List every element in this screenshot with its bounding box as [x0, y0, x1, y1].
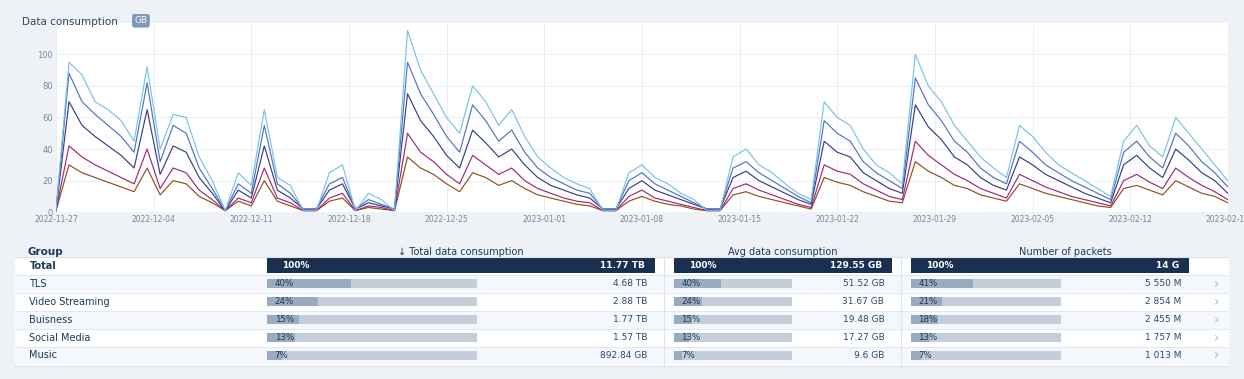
Text: 40%: 40%: [275, 279, 294, 288]
Text: 15%: 15%: [682, 315, 700, 324]
Text: 7%: 7%: [682, 351, 695, 360]
Text: 100%: 100%: [282, 261, 310, 270]
FancyBboxPatch shape: [267, 333, 295, 342]
Text: Social Media: Social Media: [30, 332, 91, 343]
Text: ›: ›: [1214, 330, 1219, 345]
Text: 13%: 13%: [918, 333, 938, 342]
Text: 2.88 TB: 2.88 TB: [613, 297, 647, 306]
Text: GB: GB: [134, 16, 148, 25]
FancyBboxPatch shape: [674, 279, 791, 288]
FancyBboxPatch shape: [911, 258, 1189, 273]
Text: ›: ›: [1214, 313, 1219, 327]
Text: Data consumption: Data consumption: [22, 17, 118, 27]
Text: 5 550 M: 5 550 M: [1146, 279, 1182, 288]
FancyBboxPatch shape: [267, 315, 299, 324]
FancyBboxPatch shape: [674, 333, 791, 342]
Text: Avg data consumption: Avg data consumption: [728, 247, 837, 257]
Text: Number of packets: Number of packets: [1019, 247, 1112, 257]
FancyBboxPatch shape: [15, 293, 1229, 311]
FancyBboxPatch shape: [911, 351, 922, 360]
Text: 7%: 7%: [918, 351, 932, 360]
Text: 1 013 M: 1 013 M: [1146, 351, 1182, 360]
FancyBboxPatch shape: [267, 258, 654, 273]
FancyBboxPatch shape: [267, 279, 351, 288]
Text: 1 757 M: 1 757 M: [1146, 333, 1182, 342]
FancyBboxPatch shape: [911, 297, 1061, 306]
Text: TLS: TLS: [30, 279, 47, 289]
Text: Total: Total: [30, 261, 56, 271]
FancyBboxPatch shape: [674, 258, 892, 273]
Text: 2 455 M: 2 455 M: [1146, 315, 1182, 324]
Text: 4.68 TB: 4.68 TB: [613, 279, 647, 288]
FancyBboxPatch shape: [267, 297, 317, 306]
Text: 15%: 15%: [275, 315, 294, 324]
FancyBboxPatch shape: [674, 351, 791, 360]
FancyBboxPatch shape: [674, 315, 692, 324]
Text: Video Streaming: Video Streaming: [30, 297, 111, 307]
Text: 2 854 M: 2 854 M: [1146, 297, 1182, 306]
FancyBboxPatch shape: [674, 297, 703, 306]
Text: 51.52 GB: 51.52 GB: [842, 279, 884, 288]
FancyBboxPatch shape: [911, 297, 943, 306]
Text: 31.67 GB: 31.67 GB: [842, 297, 884, 306]
FancyBboxPatch shape: [15, 257, 1229, 366]
Text: 129.55 GB: 129.55 GB: [830, 261, 882, 270]
FancyBboxPatch shape: [15, 346, 1229, 365]
Text: 14 G: 14 G: [1156, 261, 1179, 270]
FancyBboxPatch shape: [911, 351, 1061, 360]
FancyBboxPatch shape: [911, 279, 1061, 288]
Text: Buisness: Buisness: [30, 315, 73, 324]
FancyBboxPatch shape: [674, 315, 791, 324]
FancyBboxPatch shape: [674, 351, 683, 360]
Text: ›: ›: [1214, 277, 1219, 291]
FancyBboxPatch shape: [15, 275, 1229, 293]
Text: 21%: 21%: [918, 297, 938, 306]
Text: 24%: 24%: [275, 297, 294, 306]
Text: 18%: 18%: [918, 315, 938, 324]
FancyBboxPatch shape: [911, 315, 1061, 324]
FancyBboxPatch shape: [674, 297, 791, 306]
FancyBboxPatch shape: [911, 279, 973, 288]
FancyBboxPatch shape: [267, 297, 476, 306]
FancyBboxPatch shape: [15, 329, 1229, 346]
Text: 41%: 41%: [918, 279, 938, 288]
FancyBboxPatch shape: [15, 311, 1229, 329]
FancyBboxPatch shape: [267, 333, 476, 342]
FancyBboxPatch shape: [674, 333, 689, 342]
FancyBboxPatch shape: [674, 279, 722, 288]
Text: 892.84 GB: 892.84 GB: [600, 351, 647, 360]
Text: 7%: 7%: [275, 351, 289, 360]
FancyBboxPatch shape: [267, 351, 476, 360]
FancyBboxPatch shape: [911, 333, 931, 342]
Text: 9.6 GB: 9.6 GB: [853, 351, 884, 360]
Text: 100%: 100%: [926, 261, 953, 270]
Text: ›: ›: [1214, 348, 1219, 362]
FancyBboxPatch shape: [267, 279, 476, 288]
Text: 40%: 40%: [682, 279, 700, 288]
Text: 100%: 100%: [689, 261, 717, 270]
Text: Group: Group: [27, 247, 62, 257]
FancyBboxPatch shape: [267, 351, 282, 360]
Text: 13%: 13%: [275, 333, 294, 342]
FancyBboxPatch shape: [911, 315, 938, 324]
FancyBboxPatch shape: [15, 257, 1229, 275]
FancyBboxPatch shape: [267, 315, 476, 324]
Text: 19.48 GB: 19.48 GB: [842, 315, 884, 324]
Text: 1.57 TB: 1.57 TB: [613, 333, 647, 342]
Text: ↓ Total data consumption: ↓ Total data consumption: [398, 247, 524, 257]
Text: 11.77 TB: 11.77 TB: [600, 261, 646, 270]
FancyBboxPatch shape: [911, 333, 1061, 342]
Text: 17.27 GB: 17.27 GB: [842, 333, 884, 342]
Text: Music: Music: [30, 351, 57, 360]
Text: 13%: 13%: [682, 333, 700, 342]
Text: 1.77 TB: 1.77 TB: [613, 315, 647, 324]
Text: ›: ›: [1214, 294, 1219, 309]
Text: 24%: 24%: [682, 297, 700, 306]
